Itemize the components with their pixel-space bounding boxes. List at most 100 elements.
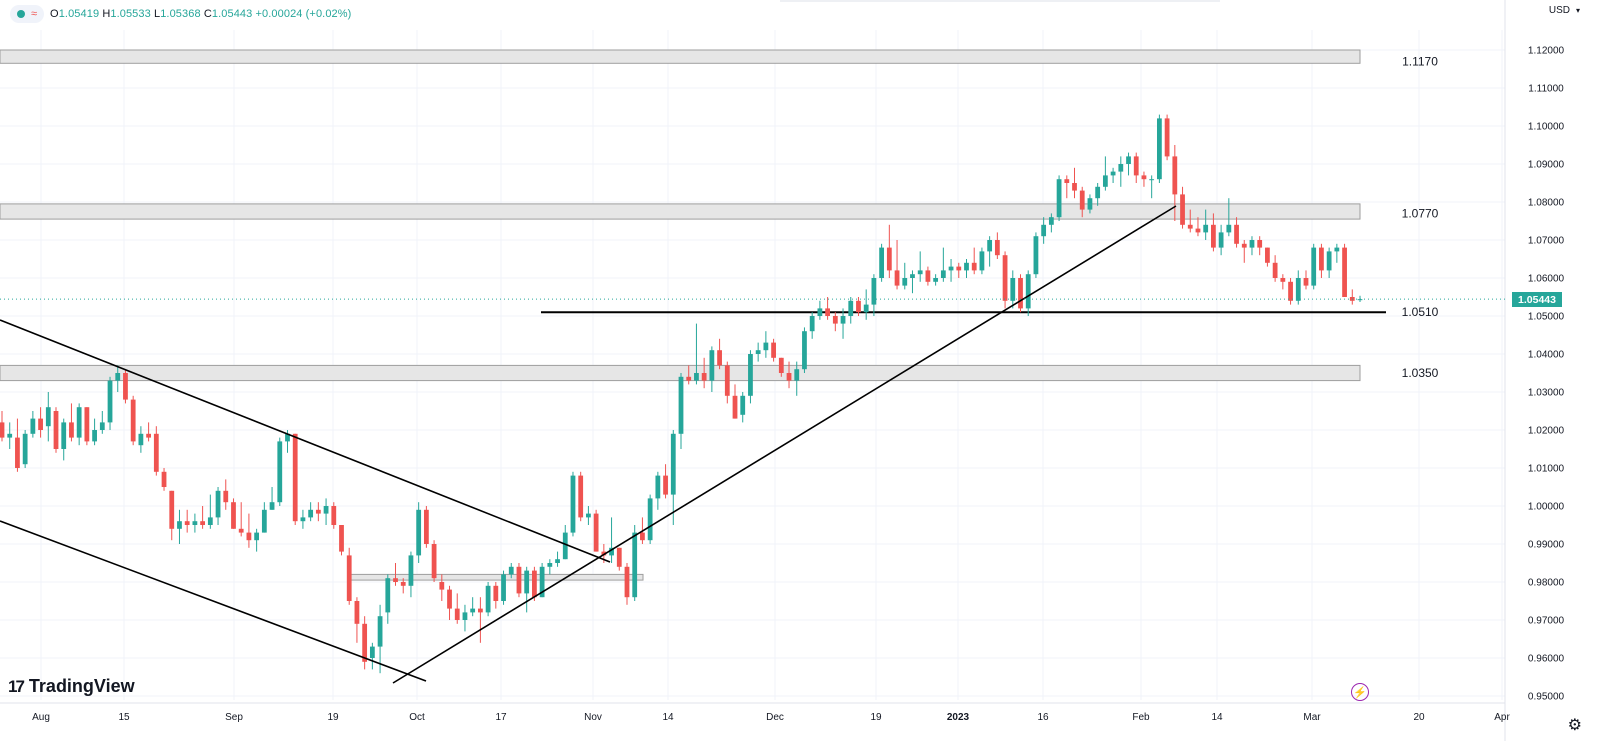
candle-body — [1288, 281, 1293, 301]
candle-body — [894, 270, 900, 286]
candle-body — [1087, 198, 1093, 210]
candle-body — [477, 608, 483, 613]
candle-body — [1311, 247, 1317, 286]
candle-body — [215, 490, 221, 518]
candle-body — [38, 418, 43, 430]
price-tick-label: 1.02000 — [1528, 426, 1565, 437]
candle-body — [45, 407, 51, 427]
candle-body — [647, 498, 653, 541]
time-tick-label: Mar — [1303, 712, 1321, 723]
time-tick-label: 2023 — [947, 712, 970, 723]
candle-body — [748, 354, 753, 396]
tradingview-logo[interactable]: 17 TradingView — [8, 676, 135, 697]
candle-body — [1234, 224, 1239, 244]
candle-body — [987, 240, 993, 252]
candle-body — [794, 369, 800, 381]
candle-body — [1002, 255, 1008, 301]
candle-body — [269, 502, 275, 510]
candle-body — [670, 433, 676, 495]
candle-body — [462, 612, 468, 620]
candle-body — [447, 589, 452, 609]
candle-body — [1072, 183, 1077, 191]
chevron-down-icon[interactable]: ▾ — [1575, 6, 1580, 15]
candle-body — [871, 278, 877, 305]
time-tick-label: Aug — [32, 712, 50, 723]
candle-body — [1241, 243, 1247, 248]
candle-body — [1018, 278, 1023, 309]
candle-body — [694, 373, 699, 381]
lightning-icon[interactable]: ⚡ — [1351, 683, 1369, 701]
price-tick-label: 1.06000 — [1528, 274, 1565, 285]
candle-body — [15, 437, 20, 468]
candle-body — [640, 532, 645, 541]
candle-body — [1265, 247, 1270, 263]
candle-body — [246, 532, 252, 541]
logo-text: TradingView — [28, 676, 135, 696]
candle-body — [1025, 274, 1031, 309]
candle-body — [177, 521, 182, 529]
candle-body — [1110, 171, 1116, 176]
last-price-tag: 1.05443 — [1512, 292, 1562, 307]
candle-body — [1303, 278, 1309, 286]
candle-body — [1180, 194, 1185, 225]
candle-body — [84, 407, 90, 442]
candle-body — [1048, 217, 1054, 225]
price-tick-label: 0.97000 — [1528, 616, 1565, 627]
candle-body — [508, 566, 514, 575]
candle-body — [408, 555, 414, 586]
candle-body — [470, 608, 476, 613]
candle-body — [1319, 247, 1324, 271]
candle-body — [184, 521, 190, 525]
candle-body — [817, 308, 823, 316]
candle-body — [369, 646, 375, 658]
candle-body — [1195, 228, 1201, 233]
candle-body — [362, 623, 368, 662]
candle-body — [277, 441, 283, 503]
candle-body — [971, 262, 977, 271]
candle-body — [454, 608, 460, 620]
series-visibility-toggle[interactable]: ≈ — [10, 5, 45, 23]
candle-body — [339, 525, 344, 552]
candle-body — [238, 528, 244, 533]
candle-body — [624, 566, 630, 598]
candle-body — [439, 582, 445, 590]
toolbar-strip — [780, 0, 1220, 2]
candle-body — [848, 300, 854, 316]
price-tick-label: 1.03000 — [1528, 388, 1565, 399]
price-tick-label: 1.05000 — [1528, 312, 1565, 323]
candle-body — [516, 566, 522, 594]
candle-body — [1203, 224, 1209, 233]
candle-body — [1334, 247, 1340, 252]
gear-icon[interactable]: ⚙ — [1567, 717, 1582, 734]
candle-body — [616, 547, 622, 567]
eye-dot-icon — [17, 10, 25, 18]
candle-body — [709, 350, 715, 381]
candle-body — [1064, 179, 1070, 183]
price-tick-label: 0.99000 — [1528, 540, 1565, 551]
candle-body — [562, 532, 568, 560]
currency-selector[interactable]: USD — [1548, 5, 1570, 16]
candle-body — [724, 365, 730, 396]
close-value: 1.05443 — [211, 8, 253, 20]
open-label: O — [50, 8, 59, 20]
candle-body — [1133, 156, 1139, 176]
open-value: 1.05419 — [58, 8, 100, 20]
candle-body — [161, 471, 167, 487]
candle-body — [902, 278, 908, 286]
sr-zone — [0, 49, 1361, 64]
time-tick-label: Feb — [1132, 712, 1150, 723]
candle-body — [285, 433, 290, 442]
candle-body — [1280, 278, 1286, 282]
change-value: +0.00024 (+0.02%) — [255, 8, 352, 20]
candle-body — [763, 342, 769, 351]
candle-body — [1102, 175, 1108, 187]
legend-bar: ≈ O1.05419 H1.05533 L1.05368 C1.05443 +0… — [0, 0, 351, 28]
time-tick-label: 20 — [1413, 712, 1425, 723]
time-tick-label: Dec — [766, 712, 784, 723]
candle-body — [385, 578, 391, 613]
candle-body — [377, 616, 383, 647]
candle-body — [956, 266, 962, 271]
candle-body — [1149, 179, 1155, 181]
